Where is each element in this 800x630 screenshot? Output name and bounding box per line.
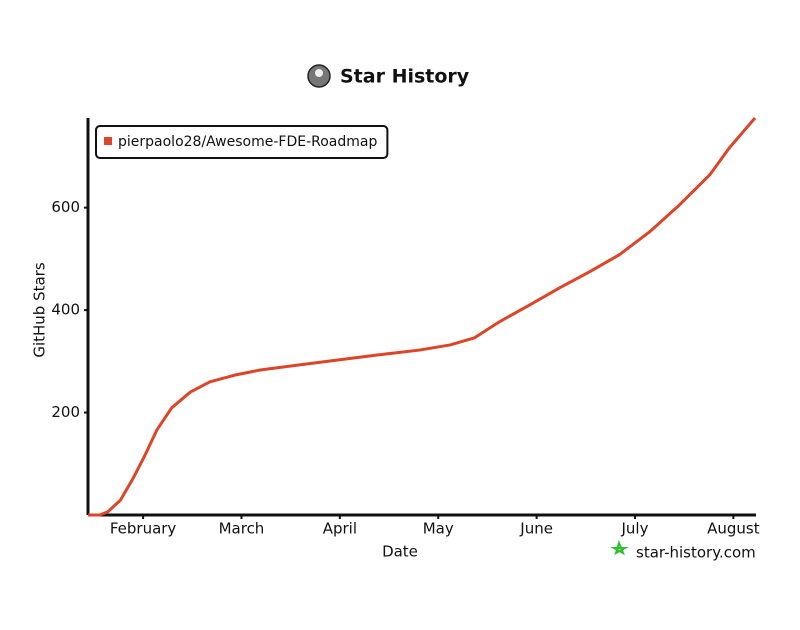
x-tick-label: May <box>423 520 454 538</box>
legend-label: pierpaolo28/Awesome-FDE-Roadmap <box>118 134 377 150</box>
y-tick-label: 200 <box>51 403 80 421</box>
x-tick-label: March <box>219 520 265 538</box>
avatar-face <box>315 69 323 77</box>
legend-box <box>95 125 389 159</box>
watermark: star-history.com <box>636 544 756 562</box>
x-axis-label: Date <box>382 543 418 561</box>
x-tick-label: April <box>323 520 357 538</box>
y-axis-label: GitHub Stars <box>31 262 49 358</box>
watermark-icon <box>610 539 629 556</box>
chart-title: Star History <box>340 66 470 88</box>
legend-swatch <box>104 137 112 145</box>
series-line <box>88 117 757 517</box>
x-tick-label: August <box>707 520 760 538</box>
y-tick-label: 600 <box>51 198 80 216</box>
x-tick-label: July <box>621 520 649 538</box>
y-tick-label: 400 <box>51 301 80 319</box>
x-tick-label: June <box>519 520 553 538</box>
x-tick-label: February <box>110 520 177 538</box>
